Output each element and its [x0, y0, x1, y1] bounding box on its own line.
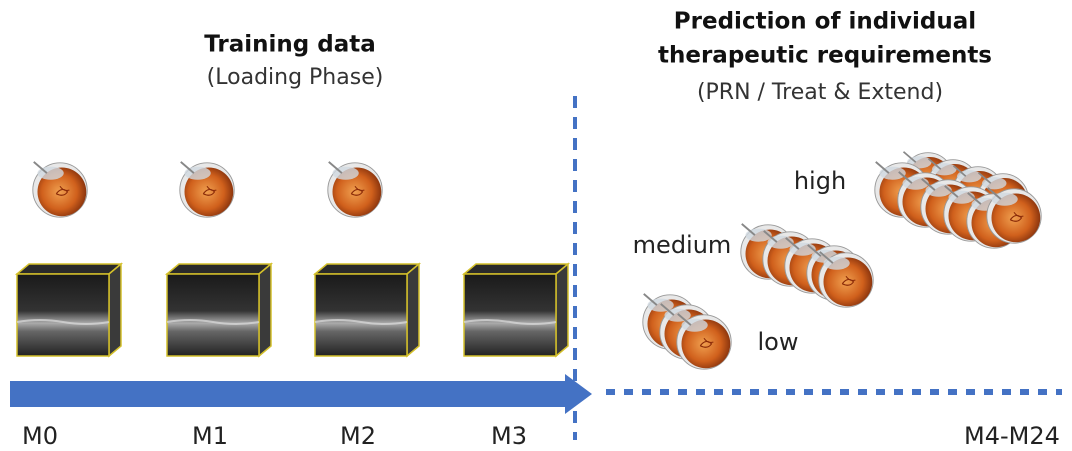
timeline-arrow — [10, 381, 565, 407]
timepoint: M4-M24 — [964, 422, 1060, 450]
eyes — [31, 160, 384, 219]
timepoint: M0 — [22, 422, 58, 450]
level-label: low — [758, 328, 799, 356]
timepoint: M3 — [491, 422, 527, 450]
oct-volumes — [16, 263, 569, 357]
prediction-subtitle: (PRN / Treat & Extend) — [697, 80, 943, 105]
medium-cluster — [739, 222, 875, 309]
prediction-title: therapeutic requirements — [658, 43, 992, 69]
training-title: Training data — [204, 32, 376, 58]
training-subtitle: (Loading Phase) — [207, 65, 384, 90]
level-label: high — [794, 167, 846, 195]
timepoint: M1 — [192, 422, 228, 450]
low-cluster — [641, 292, 733, 371]
prediction-title: Prediction of individual — [674, 9, 976, 35]
arrow-head — [565, 374, 592, 414]
level-label: medium — [633, 231, 732, 259]
high-cluster — [873, 150, 1043, 250]
timepoint: M2 — [340, 422, 376, 450]
